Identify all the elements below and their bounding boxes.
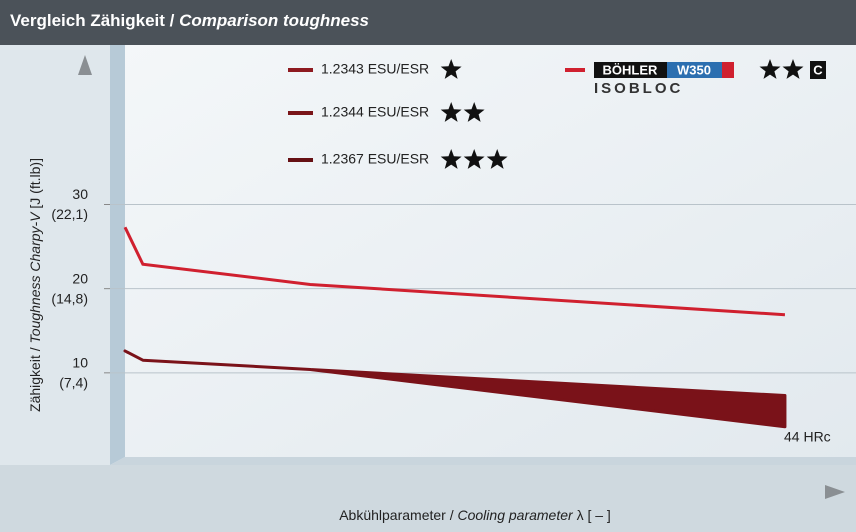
legend-label: 1.2367 ESU/ESR xyxy=(321,151,429,167)
logo-brand: BÖHLER xyxy=(603,62,659,77)
star xyxy=(486,149,508,169)
header xyxy=(0,0,856,45)
x-axis-label: Abkühlparameter / Cooling parameter λ [ … xyxy=(339,507,611,523)
y-label-unit: [J (ft.lb)] xyxy=(27,158,43,209)
x-label-unit: λ [ – ] xyxy=(577,507,611,523)
y-tick-label: 30 xyxy=(72,186,88,202)
y-tick-label-ftlb: (22,1) xyxy=(51,206,88,222)
left-wall xyxy=(110,45,125,465)
y-tick-label-ftlb: (7,4) xyxy=(59,375,88,391)
x-arrow xyxy=(825,485,845,499)
badge: C xyxy=(813,62,823,77)
legend-label: 1.2343 ESU/ESR xyxy=(321,61,429,77)
star xyxy=(440,149,462,169)
title-de: Vergleich Zähigkeit / xyxy=(10,11,175,30)
logo-grade-bg xyxy=(667,62,722,78)
y-label-de: Zähigkeit / xyxy=(27,347,43,412)
floor xyxy=(110,457,856,465)
x-label-de: Abkühlparameter / xyxy=(339,507,454,523)
y-tick-label: 20 xyxy=(72,270,88,286)
title: Vergleich Zähigkeit / Comparison toughne… xyxy=(10,11,369,30)
toughness-band xyxy=(123,349,787,429)
star xyxy=(782,59,804,79)
star xyxy=(463,149,485,169)
series-line xyxy=(123,226,786,317)
y-arrow xyxy=(78,55,92,75)
title-en: Comparison toughness xyxy=(179,11,369,30)
logo-grade: W350 xyxy=(677,62,711,77)
x-label-en: Cooling parameter xyxy=(458,507,575,523)
star xyxy=(440,59,462,79)
y-tick-label: 10 xyxy=(72,355,88,371)
logo-brand-bg xyxy=(594,62,667,78)
x-axis-panel xyxy=(0,465,856,532)
legend-label: 1.2344 ESU/ESR xyxy=(321,104,429,120)
star xyxy=(440,102,462,122)
badge-bg xyxy=(810,61,826,79)
logo-grade-accent xyxy=(722,62,734,78)
y-tick-label-ftlb: (14,8) xyxy=(51,290,88,306)
y-axis-label: Zähigkeit / Toughness Charpy-V [J (ft.lb… xyxy=(27,158,43,412)
annotation: 44 HRc xyxy=(784,429,831,445)
y-label-en: Toughness Charpy-V xyxy=(27,211,43,344)
star xyxy=(463,102,485,122)
star xyxy=(759,59,781,79)
logo-sub: ISOBLOC xyxy=(594,80,683,97)
